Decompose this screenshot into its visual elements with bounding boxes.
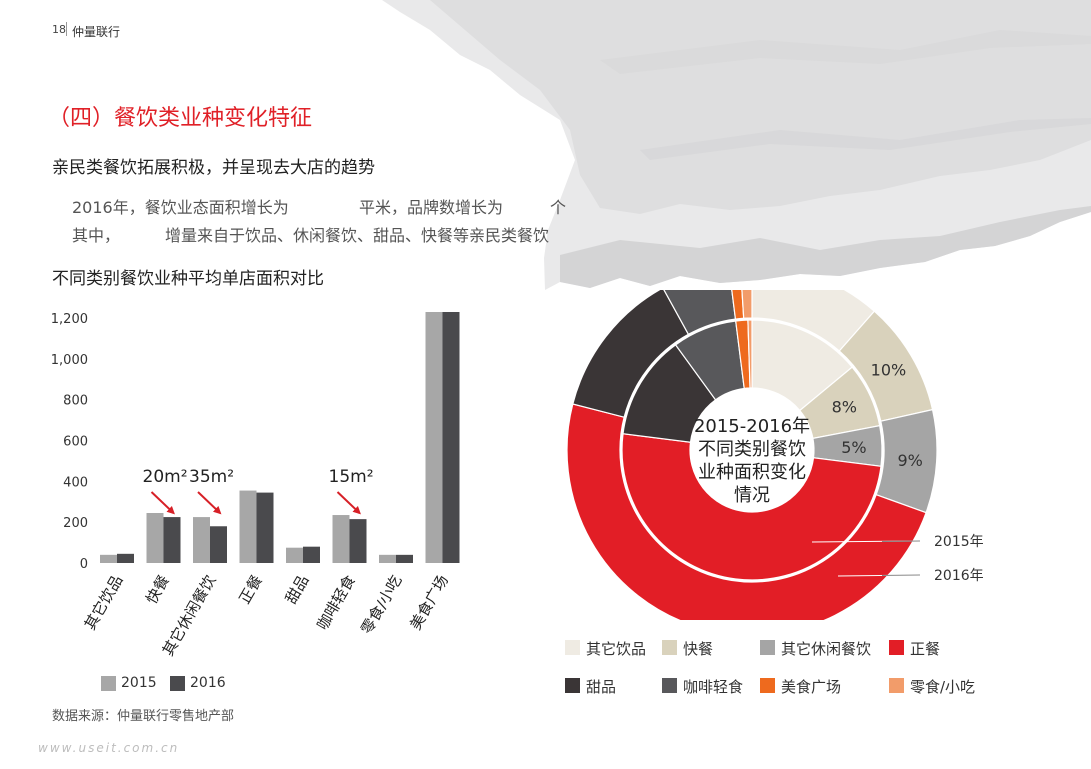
legend-label-2016: 2016 <box>190 675 226 691</box>
header-divider <box>66 22 67 36</box>
bar-2016 <box>396 554 413 563</box>
x-category-label: 其它饮品 <box>81 572 127 633</box>
watermark: www.useit.com.cn <box>38 741 180 755</box>
bar-2016 <box>256 492 274 563</box>
donut-legend-label: 咖啡轻食 <box>683 678 744 696</box>
data-source-note: 数据来源：仲量联行零售地产部 <box>52 709 235 724</box>
x-category-label: 咖啡轻食 <box>313 572 359 633</box>
donut-legend-swatch <box>565 640 580 655</box>
bar-annotation-label: 15m² <box>329 467 374 487</box>
y-tick-label: 800 <box>63 394 88 409</box>
donut-legend-label: 快餐 <box>683 640 714 658</box>
bar-annotation-arrow <box>150 491 175 515</box>
donut-slice-label: 10% <box>871 360 907 379</box>
paragraph-line-2-part-1: 其中， <box>72 226 121 245</box>
bar-annotation-label: 35m² <box>189 467 234 487</box>
donut-legend-swatch <box>889 678 904 693</box>
donut-center-title-line: 业种面积变化 <box>698 462 806 483</box>
donut-center-title-line: 情况 <box>734 485 770 506</box>
donut-legend-label: 美食广场 <box>781 678 842 696</box>
donut-legend-swatch <box>760 640 775 655</box>
bar-2015 <box>193 517 210 563</box>
bar-2015 <box>379 554 396 563</box>
bar-2016 <box>442 312 460 563</box>
bar-2015 <box>425 312 443 563</box>
bar-annotation-arrow <box>336 491 361 515</box>
donut-legend-swatch <box>889 640 904 655</box>
x-category-label: 快餐 <box>142 572 173 607</box>
paragraph-line-1-part-3: 个 <box>550 198 567 217</box>
legend-swatch-2016 <box>170 676 185 691</box>
x-category-label: 美食广场 <box>406 572 452 633</box>
y-tick-label: 400 <box>63 475 88 490</box>
donut-legend-label: 其它饮品 <box>586 640 647 658</box>
donut-slice-label: 9% <box>897 451 922 470</box>
donut-slice-outer <box>566 403 927 620</box>
bar-2015 <box>286 547 303 563</box>
bar-chart-title: 不同类别餐饮业种平均单店面积对比 <box>52 269 324 289</box>
donut-center-title-line: 不同类别餐饮 <box>698 439 806 460</box>
donut-legend-swatch <box>662 678 677 693</box>
y-tick-label: 600 <box>63 435 88 450</box>
donut-legend-swatch <box>662 640 677 655</box>
legend-label-2015: 2015 <box>121 675 157 691</box>
bar-2015 <box>239 490 257 563</box>
bar-annotation-arrow <box>197 491 222 515</box>
donut-center-title-line: 2015-2016年 <box>694 416 810 437</box>
donut-callout-label: 2015年 <box>934 534 984 550</box>
donut-slice-inner <box>747 319 753 389</box>
donut-slice-label: 5% <box>841 438 866 457</box>
y-tick-label: 200 <box>63 516 88 531</box>
bar-2016 <box>210 526 227 563</box>
donut-slice-outer <box>741 290 753 319</box>
x-category-label: 正餐 <box>235 572 266 607</box>
donut-legend-label: 零食/小吃 <box>910 678 976 696</box>
donut-callout-label: 2016年 <box>934 568 984 584</box>
paragraph-line-1-part-2: 平米，品牌数增长为 <box>359 198 504 217</box>
bar-2016 <box>303 546 320 563</box>
donut-center-hole <box>691 389 813 511</box>
bar-2015 <box>332 515 350 563</box>
bar-2016 <box>349 519 367 563</box>
bar-2016 <box>117 553 134 563</box>
x-category-label: 甜品 <box>282 572 313 607</box>
y-tick-label: 0 <box>80 557 88 572</box>
donut-legend-swatch <box>760 678 775 693</box>
donut-slice-inner <box>621 433 882 581</box>
y-tick-label: 1,000 <box>51 353 88 368</box>
section-subtitle: 亲民类餐饮拓展积极，并呈现去大店的趋势 <box>52 158 375 178</box>
donut-callout-line-outside <box>881 540 921 542</box>
paragraph-line-2-part-2: 增量来自于饮品、休闲餐饮、甜品、快餐等亲民类餐饮 <box>165 226 550 245</box>
page-number: 18 <box>52 23 66 36</box>
donut-slice-label: 8% <box>832 398 857 417</box>
legend-swatch-2015 <box>101 676 116 691</box>
section-title: （四）餐饮类业种变化特征 <box>48 106 313 131</box>
bar-annotation-label: 20m² <box>143 467 188 487</box>
brand-name: 仲量联行 <box>72 25 121 39</box>
bar-2015 <box>100 554 117 563</box>
x-category-label: 零食/小吃 <box>357 572 405 637</box>
donut-callout-line-outside <box>881 574 921 576</box>
donut-slice-outer <box>572 290 690 418</box>
y-tick-label: 1,200 <box>51 312 88 327</box>
donut-legend-swatch <box>565 678 580 693</box>
bar-2016 <box>163 517 181 563</box>
donut-legend-label: 甜品 <box>586 678 617 696</box>
paragraph-line-1-part-1: 2016年，餐饮业态面积增长为 <box>72 198 289 217</box>
donut-legend-label: 正餐 <box>910 640 941 658</box>
donut-legend-label: 其它休闲餐饮 <box>781 640 872 658</box>
bar-2015 <box>146 513 164 563</box>
